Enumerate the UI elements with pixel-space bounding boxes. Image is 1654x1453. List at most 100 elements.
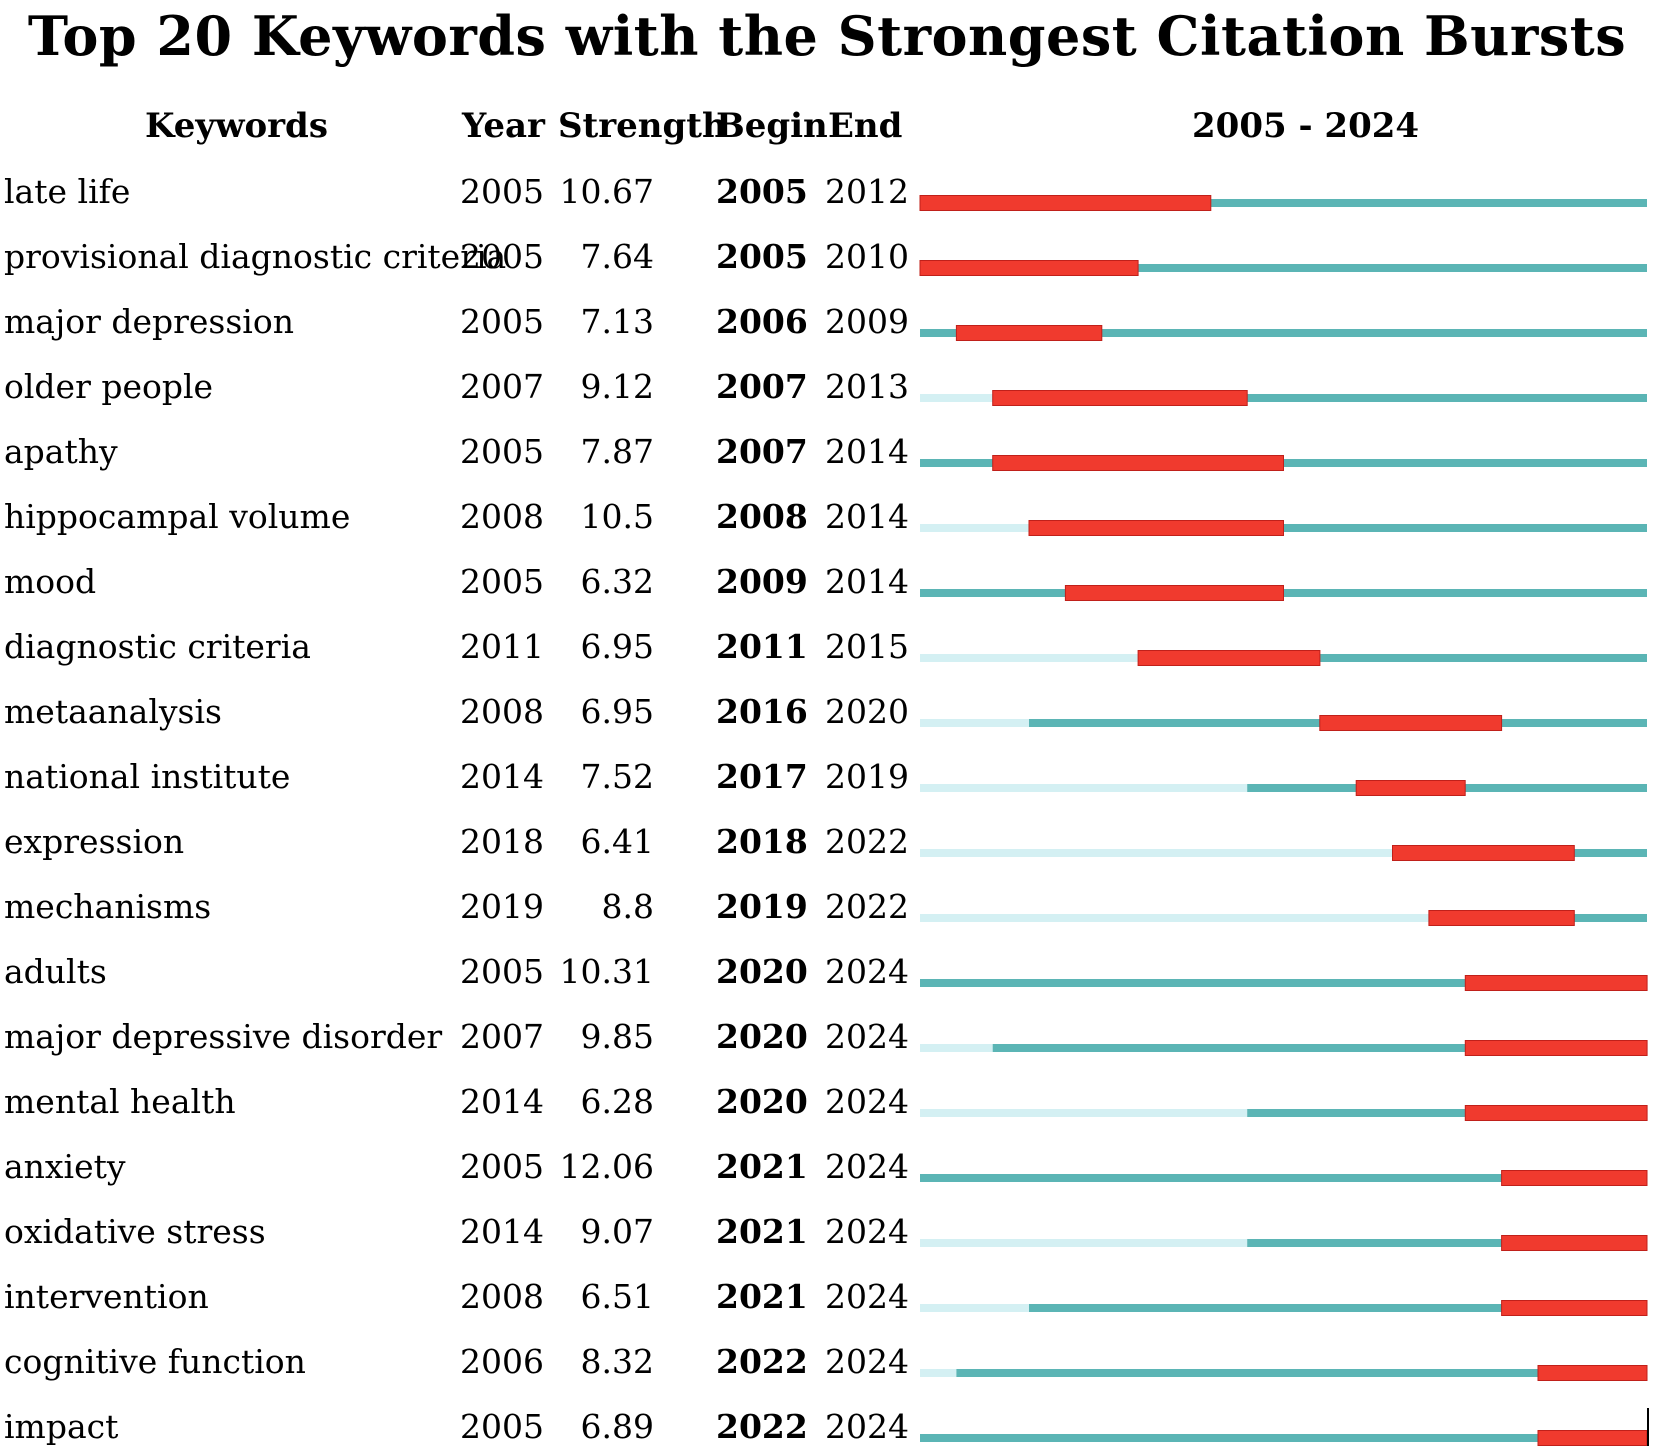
end-cell: 2022 [825, 822, 909, 861]
keyword-cell: adults [4, 952, 107, 991]
year-cell: 2005 [460, 1147, 544, 1186]
header-keywords: Keywords [145, 106, 328, 146]
end-cell: 2014 [825, 432, 909, 471]
begin-cell: 2006 [716, 302, 808, 341]
inactive-segment [920, 1369, 957, 1377]
begin-cell: 2019 [716, 887, 808, 926]
active-segment [920, 329, 1647, 337]
year-cell: 2011 [460, 627, 544, 666]
begin-cell: 2016 [716, 692, 808, 731]
end-cell: 2019 [825, 757, 909, 796]
strength-cell: 6.95 [580, 692, 654, 731]
keyword-cell: hippocampal volume [4, 497, 351, 536]
end-cell: 2014 [825, 497, 909, 536]
burst-bar [992, 390, 1248, 406]
year-cell: 2005 [460, 172, 544, 211]
burst-bar [1428, 910, 1575, 926]
begin-cell: 2011 [716, 627, 808, 666]
burst-bar [1319, 715, 1503, 731]
active-segment [1029, 524, 1647, 532]
active-segment [992, 394, 1647, 402]
keyword-cell: apathy [4, 432, 118, 471]
year-cell: 2005 [460, 432, 544, 471]
keyword-cell: mechanisms [4, 887, 212, 926]
strength-cell: 8.8 [601, 887, 654, 926]
end-cell: 2024 [825, 1082, 909, 1121]
begin-cell: 2005 [716, 237, 808, 276]
keyword-cell: metaanalysis [4, 692, 222, 731]
year-cell: 2005 [460, 562, 544, 601]
begin-cell: 2022 [716, 1342, 808, 1381]
strength-cell: 9.12 [580, 367, 654, 406]
burst-bar [1064, 585, 1285, 601]
end-cell: 2015 [825, 627, 909, 666]
active-segment [1247, 1239, 1647, 1247]
strength-cell: 7.64 [580, 237, 654, 276]
burst-bar [1355, 780, 1466, 796]
year-cell: 2014 [460, 1082, 544, 1121]
keyword-cell: intervention [4, 1277, 209, 1316]
strength-cell: 6.28 [580, 1082, 654, 1121]
keyword-cell: oxidative stress [4, 1212, 266, 1251]
end-cell: 2013 [825, 367, 909, 406]
inactive-segment [920, 1239, 1248, 1247]
strength-cell: 7.87 [580, 432, 654, 471]
begin-cell: 2007 [716, 432, 808, 471]
active-segment [920, 1434, 1647, 1442]
inactive-segment [920, 1109, 1248, 1117]
active-segment [920, 264, 1647, 272]
year-cell: 2018 [460, 822, 544, 861]
burst-bar [1392, 845, 1575, 861]
inactive-segment [920, 719, 1029, 727]
keyword-cell: cognitive function [4, 1342, 306, 1381]
end-cell: 2024 [825, 1407, 909, 1446]
strength-cell: 10.5 [580, 497, 654, 536]
strength-cell: 12.06 [559, 1147, 654, 1186]
year-cell: 2005 [460, 1407, 544, 1446]
strength-cell: 9.07 [580, 1212, 654, 1251]
strength-cell: 9.85 [580, 1017, 654, 1056]
strength-cell: 6.95 [580, 627, 654, 666]
end-cell: 2012 [825, 172, 909, 211]
header-strength: Strength [558, 106, 727, 146]
keyword-cell: national institute [4, 757, 291, 796]
keyword-cell: late life [4, 172, 131, 211]
begin-cell: 2020 [716, 952, 808, 991]
end-cell: 2009 [825, 302, 909, 341]
year-cell: 2007 [460, 367, 544, 406]
keyword-cell: major depression [4, 302, 294, 341]
inactive-segment [920, 849, 1393, 857]
header-end: End [828, 106, 903, 146]
begin-cell: 2009 [716, 562, 808, 601]
begin-cell: 2008 [716, 497, 808, 536]
inactive-segment [920, 394, 993, 402]
end-cell: 2024 [825, 1277, 909, 1316]
inactive-segment [920, 914, 1429, 922]
burst-bar [1137, 650, 1321, 666]
inactive-segment [920, 1304, 1029, 1312]
active-segment [1138, 654, 1647, 662]
active-segment [1029, 1304, 1647, 1312]
active-segment [1247, 1109, 1647, 1117]
active-segment [956, 1369, 1647, 1377]
inactive-segment [920, 654, 1139, 662]
begin-cell: 2007 [716, 367, 808, 406]
end-cell: 2010 [825, 237, 909, 276]
end-cell: 2024 [825, 1212, 909, 1251]
year-cell: 2014 [460, 1212, 544, 1251]
year-cell: 2005 [460, 952, 544, 991]
strength-cell: 6.51 [580, 1277, 654, 1316]
header-timeline-range: 2005 - 2024 [1192, 106, 1420, 146]
burst-bar [1501, 1300, 1648, 1316]
keyword-cell: mental health [4, 1082, 236, 1121]
end-cell: 2024 [825, 1342, 909, 1381]
keyword-cell: expression [4, 822, 185, 861]
end-cell: 2020 [825, 692, 909, 731]
strength-cell: 8.32 [580, 1342, 654, 1381]
strength-cell: 10.67 [559, 172, 654, 211]
strength-cell: 6.41 [580, 822, 654, 861]
begin-cell: 2021 [716, 1212, 808, 1251]
end-cell: 2024 [825, 1017, 909, 1056]
keyword-cell: mood [4, 562, 97, 601]
